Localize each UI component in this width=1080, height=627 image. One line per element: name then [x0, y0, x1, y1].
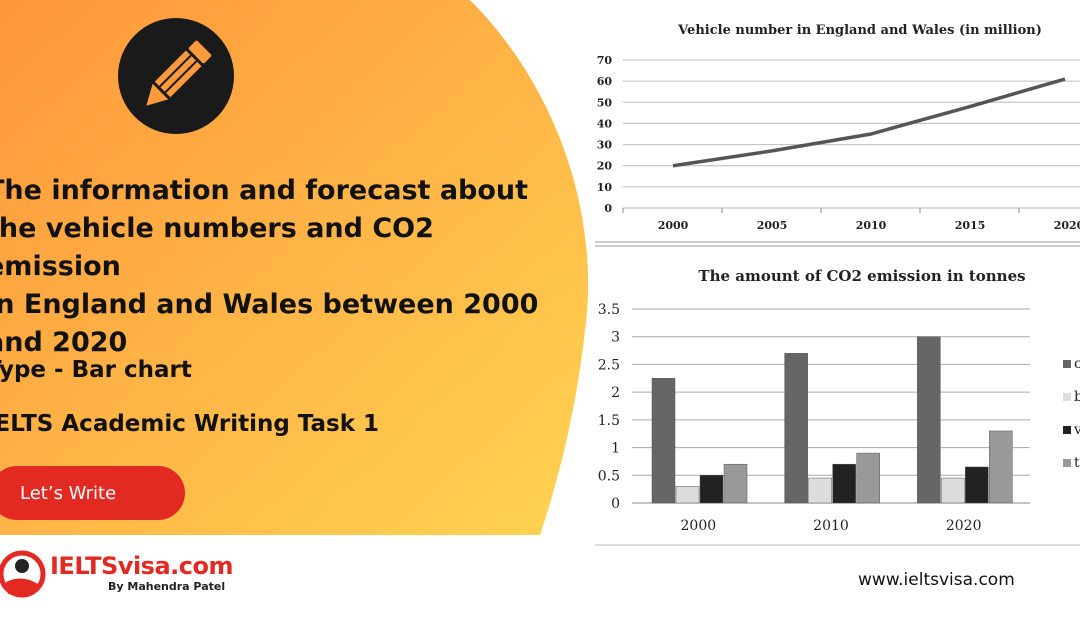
legend-swatch: [1063, 360, 1071, 368]
headline-line: the vehicle numbers and CO2 emission: [0, 213, 434, 282]
pencil-icon: [118, 18, 234, 134]
logo-byline: By Mahendra Patel: [108, 580, 226, 593]
y-tick-label: 40: [597, 117, 613, 130]
y-tick-label: 0: [604, 202, 612, 215]
bar-c-2020: [917, 336, 941, 504]
legend-label: t: [1074, 455, 1080, 471]
lets-write-button[interactable]: Let’s Write: [0, 466, 185, 520]
bar-b-2000: [675, 486, 700, 504]
website-link[interactable]: www.ieltsvisa.com: [858, 570, 1015, 590]
ieltsvisa-logo: [0, 550, 46, 598]
x-tick-label: 2010: [813, 518, 849, 534]
y-tick-label: 70: [597, 54, 613, 67]
y-tick-label: 3.5: [598, 302, 620, 318]
bar-t-2010: [856, 452, 880, 504]
x-tick-label: 2000: [681, 518, 717, 534]
y-tick-label: 2: [611, 385, 620, 401]
chart-title: Vehicle number in England and Wales (in …: [677, 23, 1042, 38]
bar-b-2010: [808, 477, 832, 504]
bar-v-2000: [699, 475, 724, 504]
y-tick-label: 0.5: [598, 468, 620, 484]
bar-b-2020: [941, 477, 965, 504]
x-tick-label: 2020: [946, 518, 982, 534]
headline-line: and 2020: [0, 327, 128, 358]
legend-label: b: [1074, 389, 1080, 405]
headline-line: in England and Wales between 2000: [0, 289, 539, 320]
task-label: IELTS Academic Writing Task 1: [0, 411, 380, 437]
x-tick-label: 2015: [955, 219, 986, 232]
y-tick-label: 0: [611, 496, 620, 512]
vehicle-line: [672, 77, 1066, 168]
logo-brand: IELTSvisa.com: [50, 552, 234, 580]
bar-c-2000: [651, 378, 676, 504]
legend-label: v: [1073, 422, 1080, 438]
y-tick-label: 1.5: [598, 413, 620, 429]
bar-t-2000: [723, 463, 748, 504]
y-tick-label: 1: [611, 441, 620, 457]
headline: The information and forecast about the v…: [0, 172, 566, 362]
y-tick-label: 30: [597, 139, 613, 152]
x-tick-label: 2005: [757, 219, 788, 232]
y-tick-label: 60: [597, 75, 613, 88]
legend-swatch: [1063, 393, 1071, 401]
legend-swatch: [1063, 426, 1071, 434]
y-tick-label: 3: [611, 330, 620, 346]
y-tick-label: 50: [597, 96, 613, 109]
legend-label: c: [1074, 356, 1080, 372]
y-tick-label: 20: [597, 160, 613, 173]
bar-v-2020: [965, 466, 989, 504]
y-tick-label: 10: [597, 181, 613, 194]
x-tick-label: 2010: [856, 219, 887, 232]
chart-type-label: Type - Bar chart: [0, 357, 192, 383]
legend-swatch: [1063, 459, 1071, 467]
y-tick-label: 2.5: [598, 357, 620, 373]
bar-c-2010: [784, 353, 808, 504]
headline-line: The information and forecast about: [0, 175, 529, 206]
bar-v-2010: [832, 463, 856, 504]
chart-title: The amount of CO2 emission in tonnes: [698, 267, 1025, 285]
bar-t-2020: [989, 430, 1013, 504]
x-tick-label: 2020: [1054, 219, 1080, 232]
x-tick-label: 2000: [658, 219, 689, 232]
